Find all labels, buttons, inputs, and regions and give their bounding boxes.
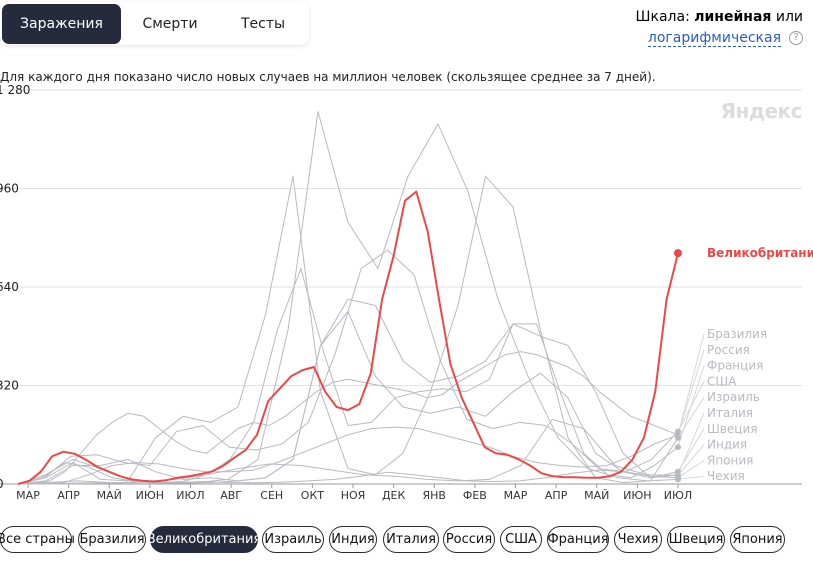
series-line-muted <box>17 111 679 485</box>
scale-or: или <box>775 9 803 25</box>
y-tick-label: 640 <box>0 280 19 294</box>
series-line-muted <box>17 351 679 485</box>
yandex-watermark: Яндекс <box>720 99 803 123</box>
y-tick-label: 1 280 <box>0 83 30 97</box>
muted-series-group <box>17 111 679 485</box>
x-tick-label: ФЕВ <box>463 489 487 502</box>
filter-india[interactable]: Индия <box>329 526 377 553</box>
help-icon[interactable]: ? <box>789 31 803 45</box>
series-label: Япония <box>707 453 753 467</box>
highlight-series-group: Великобритания <box>17 190 813 485</box>
filter-italy[interactable]: Италия <box>383 526 439 553</box>
series-end-dot <box>675 444 681 451</box>
filter-all-countries[interactable]: Все страны <box>0 526 75 553</box>
filter-uk[interactable]: Великобритания <box>147 526 261 553</box>
scale-switcher: Шкала: линейная или логарифмическая? <box>636 7 803 49</box>
label-connector <box>677 333 705 435</box>
x-tick-label: АПР <box>57 489 80 502</box>
filter-usa[interactable]: США <box>500 526 542 553</box>
x-tick-label: МАР <box>16 489 40 502</box>
series-line-highlight <box>17 190 679 485</box>
series-label: Франция <box>707 359 763 373</box>
x-tick-label: ДЕК <box>382 489 406 502</box>
tab-deaths[interactable]: Смерти <box>142 15 198 32</box>
x-tick-label: АВГ <box>220 489 242 502</box>
x-tick-label: АПР <box>545 489 568 502</box>
label-connector <box>677 349 705 435</box>
highlight-label: Великобритания <box>707 246 813 260</box>
label-connector <box>677 396 705 439</box>
series-line-muted <box>17 249 679 485</box>
series-label: Бразилия <box>707 327 767 341</box>
x-tick-label: ИЮН <box>623 489 651 502</box>
series-label: Индия <box>707 438 747 452</box>
series-line-muted <box>17 311 679 485</box>
series-end-dot <box>675 428 681 435</box>
y-tick-label: 960 <box>0 182 19 196</box>
y-tick-label: 0 <box>0 477 4 491</box>
series-line-muted <box>17 469 679 485</box>
filter-israel[interactable]: Израиль <box>262 526 324 553</box>
label-connector <box>677 475 705 480</box>
series-label: Израиль <box>707 390 760 404</box>
y-tick-label: 320 <box>0 379 19 393</box>
x-tick-label: СЕН <box>260 489 283 502</box>
filter-brazil[interactable]: Бразилия <box>78 526 146 553</box>
tab-tests[interactable]: Тесты <box>240 15 286 32</box>
x-tick-label: ИЮЛ <box>664 489 692 502</box>
x-tick-label: МАР <box>504 489 528 502</box>
series-line-muted <box>17 175 679 485</box>
label-connector <box>677 381 705 432</box>
x-tick-label: ИЮН <box>136 489 164 502</box>
chart-area: 1 280 960 640 320 0 МАР АПР МАЙ ИЮН ИЮЛ АВГ СЕН ОКТ… <box>0 83 813 502</box>
x-tick-label: МАЙ <box>97 489 122 502</box>
series-end-dot <box>675 434 681 441</box>
highlight-end-dot <box>674 249 682 258</box>
label-connector <box>677 428 705 472</box>
scale-prefix: Шкала: <box>635 9 690 25</box>
series-line-muted <box>18 418 679 485</box>
filter-czechia[interactable]: Чехия <box>614 526 662 553</box>
filter-france[interactable]: Франция <box>547 526 609 553</box>
filter-russia[interactable]: Россия <box>443 526 495 553</box>
series-label: США <box>707 374 737 388</box>
series-line-muted <box>17 268 679 485</box>
filter-japan[interactable]: Япония <box>730 526 785 553</box>
x-tick-label: МАЙ <box>584 489 609 502</box>
label-connector <box>677 444 705 476</box>
x-tick-label: ОКТ <box>301 489 324 502</box>
x-tick-label: ЯНВ <box>423 489 446 502</box>
scale-current: линейная <box>694 9 772 25</box>
chart-description: Для каждого дня показано число новых слу… <box>0 70 656 84</box>
label-connector <box>677 459 705 479</box>
x-tick-label: НОЯ <box>341 489 366 502</box>
series-end-dot <box>675 476 681 483</box>
series-label: Швеция <box>707 422 757 436</box>
series-label: Россия <box>707 343 750 357</box>
series-line-muted <box>17 298 679 485</box>
series-label: Италия <box>707 406 753 420</box>
series-label: Чехия <box>707 469 745 483</box>
y-axis-ticks: 1 280 960 640 320 0 <box>0 83 30 491</box>
tab-infections[interactable]: Заражения <box>2 3 121 44</box>
metric-tabs: Заражения Смерти Тесты <box>0 2 309 45</box>
scale-log-link[interactable]: логарифмическая <box>647 30 781 47</box>
x-tick-label: ИЮЛ <box>176 489 204 502</box>
filter-sweden[interactable]: Швеция <box>667 526 725 553</box>
x-axis-ticks: МАР АПР МАЙ ИЮН ИЮЛ АВГ СЕН ОКТ НОЯ ДЕК ЯНВ ФЕВ МАР А… <box>16 484 692 502</box>
